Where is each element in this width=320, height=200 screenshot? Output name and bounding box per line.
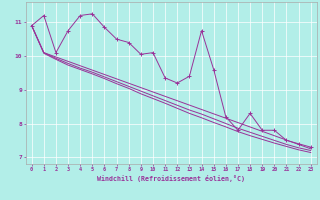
X-axis label: Windchill (Refroidissement éolien,°C): Windchill (Refroidissement éolien,°C) xyxy=(97,175,245,182)
